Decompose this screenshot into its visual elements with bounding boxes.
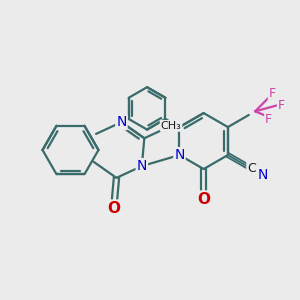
Text: O: O — [197, 192, 210, 207]
Text: N: N — [174, 148, 184, 162]
Text: N: N — [136, 159, 147, 173]
Text: F: F — [269, 87, 276, 101]
Text: O: O — [107, 201, 120, 216]
Text: N: N — [257, 168, 268, 182]
Text: C: C — [247, 162, 256, 175]
Text: CH₃: CH₃ — [161, 121, 182, 131]
Text: N: N — [116, 115, 127, 129]
Text: F: F — [265, 113, 272, 126]
Text: F: F — [278, 99, 285, 112]
